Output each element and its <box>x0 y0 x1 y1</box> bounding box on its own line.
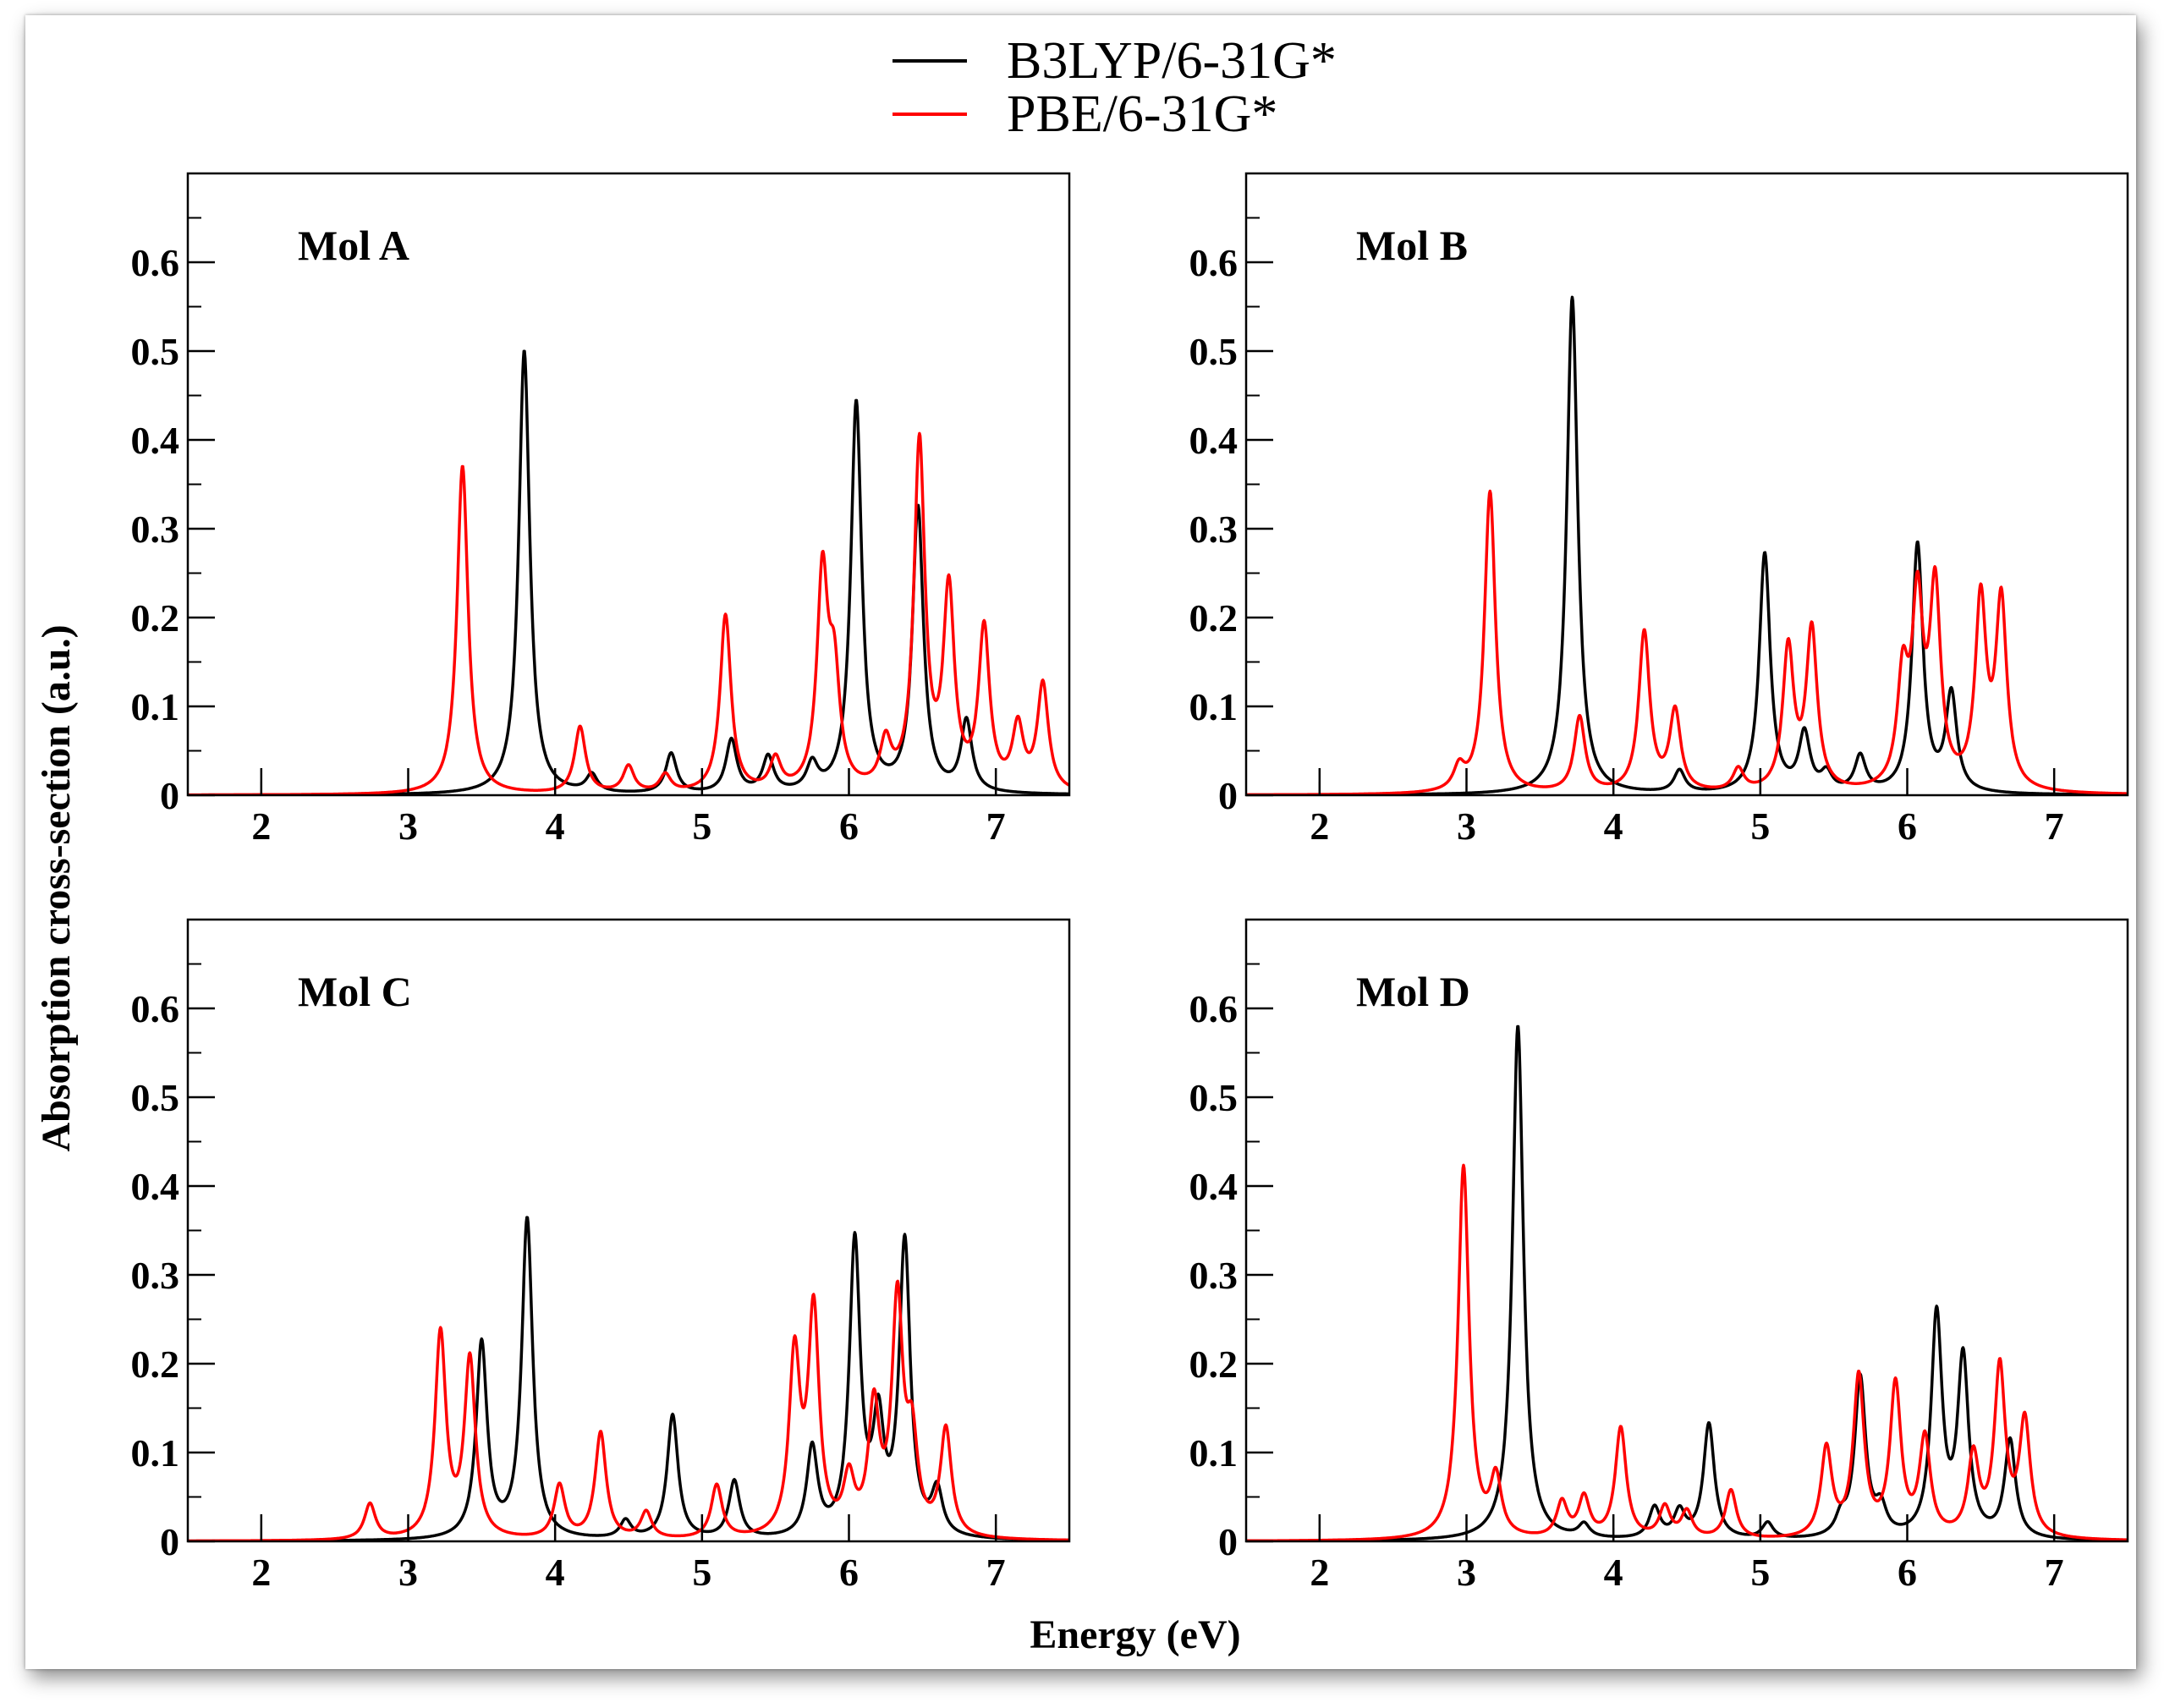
y-tick-label: 0.5 <box>1189 1076 1239 1119</box>
y-tick-label: 0 <box>160 774 179 817</box>
x-tick-label: 3 <box>398 1551 418 1594</box>
plot-area <box>188 349 1069 795</box>
x-tick-label: 7 <box>2045 805 2064 848</box>
x-tick-label: 6 <box>839 1551 859 1594</box>
y-axis-title: Absorption cross-section (a.u.) <box>34 624 79 1151</box>
series-line-pbe <box>188 431 1069 795</box>
y-tick-label: 0.3 <box>1189 1254 1239 1297</box>
x-tick-label: 5 <box>692 1551 711 1594</box>
y-tick-label: 0.6 <box>1189 241 1239 284</box>
panel-title: Mol C <box>298 968 412 1015</box>
panel-title: Mol A <box>298 222 409 269</box>
y-tick-label: 0.5 <box>131 330 180 373</box>
panel-title: Mol B <box>1356 222 1468 269</box>
x-axis-title: Energy (eV) <box>1030 1612 1240 1657</box>
x-tick-label: 7 <box>2045 1551 2064 1594</box>
x-tick-label: 2 <box>1310 1551 1329 1594</box>
y-tick-label: 0.3 <box>131 1254 180 1297</box>
figure-card <box>25 15 2136 1669</box>
x-tick-label: 2 <box>251 805 271 848</box>
y-tick-label: 0.4 <box>131 419 180 462</box>
x-tick-label: 6 <box>1898 1551 1917 1594</box>
plot-area <box>188 1216 1069 1541</box>
panel-mol-d: 2 3 4 5 6 7 0 0.1 0.2 0.3 0.4 0.5 0.6 Mol D <box>1189 918 2129 1594</box>
legend-label-b3lyp: B3LYP/6-31G* <box>1007 32 1337 90</box>
y-tick-label: 0.2 <box>131 1343 180 1386</box>
y-tick-label: 0.1 <box>1189 1431 1239 1475</box>
series-line-b3lyp <box>1246 1024 2128 1541</box>
y-tick-label: 0.3 <box>131 508 180 551</box>
y-tick-label: 0.2 <box>131 596 180 640</box>
x-tick-label: 4 <box>546 805 565 848</box>
series-line-b3lyp <box>1246 295 2128 795</box>
y-tick-label: 0.2 <box>1189 596 1239 640</box>
plot-area <box>1246 1024 2128 1541</box>
legend: B3LYP/6-31G* PBE/6-31G* <box>893 32 1337 143</box>
panel-mol-a: 2 3 4 5 6 7 0 0.1 0.2 0.3 0.4 0.5 0.6 Mol A <box>131 172 1071 848</box>
series-line-pbe <box>188 1279 1069 1541</box>
plot-area <box>1246 295 2128 795</box>
x-tick-label: 7 <box>986 1551 1006 1594</box>
x-tick-label: 7 <box>986 805 1006 848</box>
y-tick-label: 0.3 <box>1189 508 1239 551</box>
x-tick-label: 6 <box>1898 805 1917 848</box>
panel-mol-b: 2 3 4 5 6 7 0 0.1 0.2 0.3 0.4 0.5 0.6 Mol B <box>1189 172 2129 848</box>
legend-label-pbe: PBE/6-31G* <box>1007 85 1277 143</box>
y-tick-label: 0 <box>1218 1520 1238 1563</box>
y-tick-label: 0 <box>1218 774 1238 817</box>
x-tick-label: 3 <box>1457 805 1476 848</box>
x-tick-label: 4 <box>1604 805 1623 848</box>
y-tick-label: 0.1 <box>131 1431 180 1475</box>
y-tick-label: 0.4 <box>131 1165 180 1208</box>
panel-title: Mol D <box>1356 968 1470 1015</box>
x-tick-label: 2 <box>1310 805 1329 848</box>
y-tick-label: 0 <box>160 1520 179 1563</box>
x-tick-label: 5 <box>1750 805 1770 848</box>
series-line-pbe <box>1246 489 2128 795</box>
panel-mol-c: 2 3 4 5 6 7 0 0.1 0.2 0.3 0.4 0.5 0.6 Mol C <box>131 918 1071 1594</box>
y-tick-label: 0.5 <box>131 1076 180 1119</box>
y-tick-label: 0.4 <box>1189 419 1239 462</box>
x-tick-label: 3 <box>1457 1551 1476 1594</box>
y-tick-label: 0.6 <box>131 241 180 284</box>
x-tick-label: 4 <box>1604 1551 1623 1594</box>
series-line-b3lyp <box>188 349 1069 795</box>
x-tick-label: 5 <box>692 805 711 848</box>
x-tick-label: 5 <box>1750 1551 1770 1594</box>
x-tick-label: 6 <box>839 805 859 848</box>
x-tick-label: 3 <box>398 805 418 848</box>
y-tick-label: 0.6 <box>131 987 180 1030</box>
y-tick-label: 0.1 <box>1189 685 1239 728</box>
y-tick-label: 0.6 <box>1189 987 1239 1030</box>
y-tick-label: 0.4 <box>1189 1165 1239 1208</box>
y-tick-label: 0.5 <box>1189 330 1239 373</box>
y-tick-label: 0.2 <box>1189 1343 1239 1386</box>
series-line-pbe <box>1246 1163 2128 1541</box>
y-tick-label: 0.1 <box>131 685 180 728</box>
x-tick-label: 4 <box>546 1551 565 1594</box>
x-tick-label: 2 <box>251 1551 271 1594</box>
